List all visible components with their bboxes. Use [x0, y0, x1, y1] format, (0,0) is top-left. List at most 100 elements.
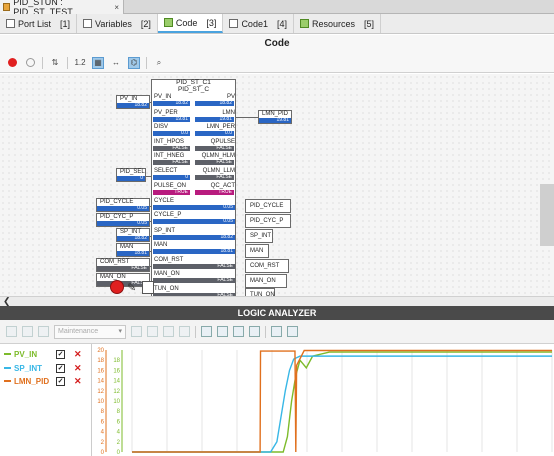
input-variable-pv-in[interactable]: PV_IN 18.82	[116, 95, 150, 109]
delete-signal-icon[interactable]	[38, 326, 49, 337]
delete-icon[interactable]: ✕	[74, 348, 82, 359]
fb-pin-pv-in[interactable]: PV_IN PV 18.82 18.82	[152, 94, 237, 108]
logic-analyzer-title: LOGIC ANALYZER	[0, 306, 554, 320]
remove-signal-icon[interactable]	[22, 326, 33, 337]
fb-pin-com-rst[interactable]: COM_RST FALSE	[152, 257, 237, 271]
variable-name: PID_CYCLE	[100, 199, 134, 205]
fb-pin-output-label: PV	[226, 94, 235, 100]
signal-visible-checkbox[interactable]: ✓	[56, 349, 65, 359]
zoom-icon[interactable]	[217, 326, 228, 337]
stop-button[interactable]	[24, 57, 36, 69]
fb-pin-input-value: 0	[153, 175, 190, 180]
fb-pin-select[interactable]: SELECT QLMN_LLM 0 FALSE	[152, 168, 237, 182]
tab-code[interactable]: Code [3]	[157, 14, 224, 33]
settings-icon[interactable]	[233, 326, 244, 337]
fb-pin-input-value: 18.82	[153, 101, 190, 106]
tab-variables[interactable]: Variables [2]	[77, 14, 158, 33]
page-title: Code	[0, 35, 554, 53]
signal-visible-checkbox[interactable]: ✓	[56, 376, 65, 386]
input-variable-pid-cycle[interactable]: PID_CYCLE 0.05	[96, 198, 150, 212]
tab-label: Port List	[18, 18, 52, 29]
fb-pin-input-label: TUN_ON	[154, 286, 179, 292]
mode-select[interactable]: Maintenance ▾	[54, 324, 126, 339]
fb-pin-int-hpos[interactable]: INT_HPOS QPULSE FALSE FALSE	[152, 139, 237, 153]
fb-pin-cycle-p[interactable]: CYCLE_P 0.05	[152, 212, 237, 226]
fb-pin-input-label: CYCLE	[154, 198, 175, 204]
output-variable-sp-int[interactable]: SP_INT	[245, 229, 273, 243]
output-variable-com-rst[interactable]: COM_RST	[245, 259, 289, 273]
signal-list: PV_IN ✓ ✕ SP_INT ✓ ✕ LMN_PID ✓ ✕	[0, 344, 92, 456]
output-variable-man[interactable]: MAN	[245, 244, 269, 258]
output-variable-man-on[interactable]: MAN_ON	[245, 274, 287, 288]
fb-pin-disv[interactable]: DISV LMN_PER 0.0 0.0	[152, 124, 237, 138]
save-icon[interactable]	[163, 326, 174, 337]
fb-pin-output-label: LMN_PER	[206, 124, 235, 130]
fb-pin-sp-int[interactable]: SP_INT 18.82	[152, 228, 237, 242]
connect-icon[interactable]: ↔	[112, 58, 120, 67]
input-variable-pid-sel[interactable]: PID_SEL 0	[116, 168, 146, 182]
fb-pin-tun-on[interactable]: TUN_ON FALSE	[152, 286, 237, 300]
fb-pin-int-hneg[interactable]: INT_HNEG QLMN_HLM FALSE FALSE	[152, 153, 237, 167]
fb-pin-cycle[interactable]: CYCLE 0.05	[152, 198, 237, 212]
step-label[interactable]: 1.2	[74, 58, 86, 67]
output-variable-lmn-pid[interactable]: LMN_PID 19.81	[258, 110, 292, 124]
tab-code1[interactable]: Code1 [4]	[223, 14, 294, 33]
fb-pin-pv-per[interactable]: PV_PER LMN 19.81 19.81	[152, 110, 237, 124]
fb-pin-man[interactable]: MAN 18.81	[152, 242, 237, 256]
y-tick-label: 14	[97, 379, 104, 385]
record-icon[interactable]	[110, 280, 124, 294]
pencil-icon[interactable]: ✎	[127, 282, 137, 294]
document-tab-title: PID_STUN : PID_ST_TEST	[13, 0, 73, 17]
vertical-scrollbar[interactable]	[540, 184, 554, 246]
grid-icon[interactable]: ▦	[92, 56, 104, 69]
fullscreen-icon[interactable]	[287, 326, 298, 337]
signal-visible-checkbox[interactable]: ✓	[56, 363, 65, 373]
open-icon[interactable]	[179, 326, 190, 337]
output-variable-pid-cyc-p[interactable]: PID_CYC_P	[245, 214, 291, 228]
add-signal-icon[interactable]	[6, 326, 17, 337]
input-variable-man[interactable]: MAN 18.81	[116, 243, 150, 257]
input-variable-sp-int[interactable]: SP_INT 18.82	[116, 228, 150, 242]
fb-pin-pulse-on[interactable]: PULSE_ON QC_ACT TRUE TRUE	[152, 183, 237, 197]
delete-icon[interactable]: ✕	[74, 375, 82, 386]
signal-row-lmn-pid[interactable]: LMN_PID ✓ ✕	[4, 375, 90, 387]
fb-pin-output-label: QPULSE	[210, 139, 235, 145]
tab-label: Variables	[95, 18, 132, 29]
tab-port-list[interactable]: Port List [1]	[0, 14, 78, 33]
signal-row-sp-int[interactable]: SP_INT ✓ ✕	[4, 362, 90, 374]
document-tab[interactable]: PID_STUN : PID_ST_TEST ×	[0, 0, 124, 17]
horizontal-scrollbar[interactable]: ❮	[0, 296, 554, 306]
tab-resources[interactable]: Resources [5]	[294, 14, 382, 33]
variable-name: LMN_PID	[262, 111, 289, 117]
record-button[interactable]	[6, 57, 18, 69]
function-block[interactable]: PV_IN PV 18.82 18.82 PV_PER LMN 19.81 19.81 DISV…	[151, 79, 236, 299]
stop-icon[interactable]	[147, 326, 158, 337]
export-icon[interactable]	[249, 326, 260, 337]
fb-pin-man-on[interactable]: MAN_ON FALSE	[152, 271, 237, 285]
input-variable-pid-cyc-p[interactable]: PID_CYC_P 0.05	[96, 213, 150, 227]
delete-icon[interactable]: ✕	[74, 362, 82, 373]
y-tick-label: 8	[101, 409, 105, 415]
input-variable-com-rst[interactable]: COM_RST FALSE	[96, 258, 150, 272]
chevron-left-icon[interactable]: ❮	[3, 296, 11, 306]
search-icon[interactable]: ⌕	[156, 57, 162, 67]
fb-pin-output-label: LMN	[222, 110, 235, 116]
fb-pin-input-label: INT_HNEG	[154, 153, 185, 159]
y-tick-label: 18	[113, 358, 120, 364]
fb-pin-output-value: FALSE	[195, 160, 234, 165]
align-icon[interactable]	[271, 326, 282, 337]
signal-row-pv-in[interactable]: PV_IN ✓ ✕	[4, 348, 90, 360]
output-variable-pid-cycle[interactable]: PID_CYCLE	[245, 199, 291, 213]
network-icon[interactable]: ⌬	[128, 56, 140, 69]
fb-pin-input-label: INT_HPOS	[154, 139, 185, 145]
fb-pin-output-value: 18.82	[195, 101, 234, 106]
fb-pin-output-value: FALSE	[195, 146, 234, 151]
fit-width-icon[interactable]	[201, 326, 212, 337]
document-icon[interactable]	[142, 281, 154, 294]
close-icon[interactable]: ×	[114, 2, 119, 12]
series-line-lmn-pid	[132, 349, 552, 453]
sort-icon[interactable]: ⇅	[51, 58, 59, 67]
series-line-sp-int	[132, 355, 552, 453]
start-icon[interactable]	[131, 326, 142, 337]
